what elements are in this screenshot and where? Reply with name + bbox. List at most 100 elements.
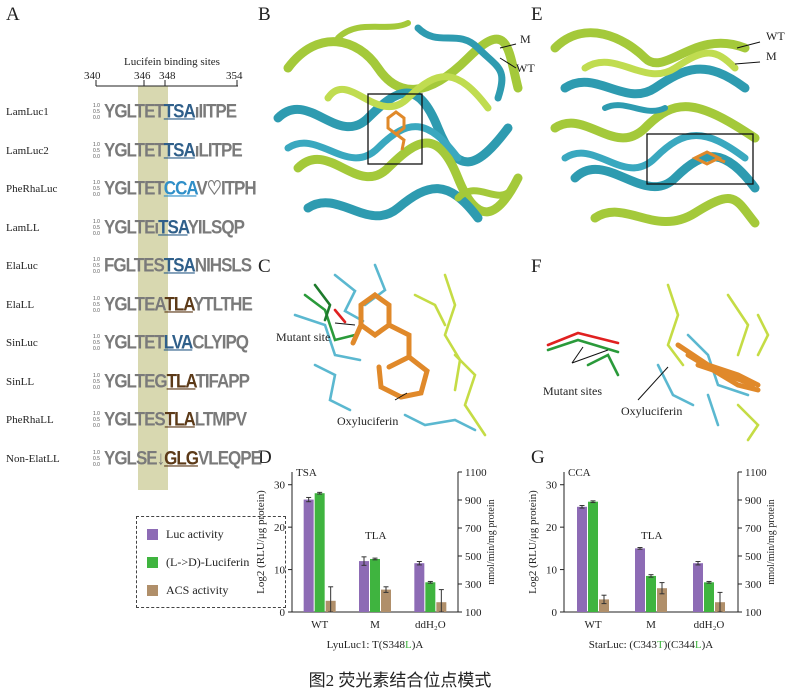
bar xyxy=(599,599,609,612)
y-tick-label-right: 500 xyxy=(465,551,482,563)
bar xyxy=(414,563,425,612)
seq-pre: YGLTEA xyxy=(104,292,165,315)
seq-pre: YGLTEG xyxy=(104,369,168,392)
alignment-sequence: YGLTETLVACLYIPQ xyxy=(104,331,249,354)
seq-pre: YGLSE↓ xyxy=(104,446,165,469)
pos-346: 346 xyxy=(134,70,151,82)
scale-tick: 0.5 xyxy=(93,186,100,192)
y-tick-label-left: 20 xyxy=(546,522,558,534)
alignment-row-label: ElaLL xyxy=(6,298,35,311)
panel-label-d: D xyxy=(258,447,272,468)
y-tick-label-right: 300 xyxy=(745,579,762,591)
x-tick-label: WT xyxy=(584,619,601,631)
alignment-row-label: LamLuc1 xyxy=(6,106,49,118)
seq-pre: YGLTEı xyxy=(104,215,159,238)
seq-post: VLEQPE xyxy=(197,446,262,469)
alignment-row-label: LamLL xyxy=(6,221,40,234)
bar xyxy=(646,575,656,612)
seq-pre: YGLTET xyxy=(104,177,165,199)
bar xyxy=(657,588,667,612)
y-tick-label-right: 700 xyxy=(465,523,482,535)
scale-tick: 0.0 xyxy=(93,384,100,391)
panel-f-oxyluciferin: Oxyluciferin xyxy=(621,404,683,418)
alignment-sequence: YGLSE↓GLGVLEQPE xyxy=(104,446,262,470)
panel-b-label-wt: WT xyxy=(516,61,535,75)
y-axis-label-right: nmol/min/mg protein xyxy=(766,499,777,584)
scale-tick: 1.0 xyxy=(93,218,100,225)
alignment-sequence: YGLTETTSAıIITPE xyxy=(104,100,237,123)
legend-swatch-acs xyxy=(147,584,158,596)
scale-tick: 0.5 xyxy=(93,301,100,308)
bar xyxy=(314,493,325,612)
y-tick-label-left: 0 xyxy=(552,607,558,619)
panel-label-g: G xyxy=(531,447,545,468)
x-axis-label: StarLuc: (C343T)(C344L)A xyxy=(589,639,713,651)
alignment-row-label: SinLuc xyxy=(6,337,38,349)
bar xyxy=(370,558,380,612)
alignment-axis xyxy=(95,80,238,490)
annotation-mid: TLA xyxy=(365,530,386,542)
alignment-row-label: PheRhaLL xyxy=(6,414,54,426)
legend-swatch-luc xyxy=(147,528,158,540)
seq-binding-site: TSA xyxy=(158,215,188,238)
panel-b-label-m: M xyxy=(520,32,531,46)
panel-c-oxyluciferin: Oxyluciferin xyxy=(337,414,399,428)
panel-e-label-wt: WT xyxy=(766,29,785,43)
bar xyxy=(425,582,436,612)
seq-post: ıIITPE xyxy=(194,100,237,122)
y-tick-label-right: 100 xyxy=(745,607,762,619)
scale-tick: 1.0 xyxy=(93,295,100,302)
panel-label-f: F xyxy=(531,256,542,277)
alignment-sequence: YGLTEGTLATIFAPP xyxy=(104,369,250,393)
y-tick-label-left: 0 xyxy=(280,607,286,619)
y-tick-label-left: 10 xyxy=(274,565,286,577)
scale-tick: 0.5 xyxy=(93,455,100,462)
seq-post: V♡ITPH xyxy=(196,177,256,199)
pos-354: 354 xyxy=(226,70,243,82)
x-tick-label: M xyxy=(646,619,656,631)
scale-tick: 0.5 xyxy=(93,340,100,346)
alignment-sequence: YGLTEATLAYTLTHE xyxy=(104,292,253,316)
y-tick-label-right: 900 xyxy=(465,495,482,507)
alignment-row-label: SinLL xyxy=(6,375,35,388)
annotation-top: TSA xyxy=(296,467,317,479)
scale-tick: 1.0 xyxy=(93,180,100,186)
chart-d: 0 10 20 30 100 300 500 700 900 1100 Log2 (RLU/μg p… xyxy=(256,467,497,651)
scale-tick: 0.0 xyxy=(93,423,100,429)
seq-binding-site: TSA xyxy=(163,138,196,161)
legend-swatch-luciferin xyxy=(147,556,158,568)
seq-pre: YGLTET xyxy=(104,331,165,353)
y-tick-label-right: 700 xyxy=(745,523,762,535)
scale-tick: 0.5 xyxy=(93,378,100,385)
seq-binding-site: TSA xyxy=(163,254,196,276)
panel-e-label-m: M xyxy=(766,49,777,63)
panel-c-mutant-site: Mutant site xyxy=(276,330,331,344)
panel-label-c: C xyxy=(258,256,271,277)
y-tick-label-left: 20 xyxy=(274,522,286,534)
seq-binding-site: TSA xyxy=(163,100,196,122)
bar xyxy=(704,582,714,612)
bar xyxy=(635,548,645,612)
y-axis-label-left: Log2 (RLU/μg protein) xyxy=(528,490,539,594)
y-axis-label-right: nmol/min/mg protein xyxy=(486,499,497,584)
scale-tick: 0.5 xyxy=(93,109,100,115)
y-tick-label-right: 100 xyxy=(465,607,482,619)
alignment-sequence: FGLTESTSANIHSLS xyxy=(104,254,252,277)
seq-binding-site: LVA xyxy=(163,331,194,353)
panel-b-structure xyxy=(273,20,523,223)
annotation-top: CCA xyxy=(568,467,591,479)
y-tick-label-right: 500 xyxy=(745,551,762,563)
scale-tick: 0.0 xyxy=(93,346,100,352)
panel-f-binding-site xyxy=(546,283,770,442)
panel-label-e: E xyxy=(531,4,543,25)
alignment-sequence: YGLTETTSAıLITPE xyxy=(104,138,243,162)
legend-item-luciferin: (L->D)-Luciferin xyxy=(147,554,249,570)
scale-tick: 0.0 xyxy=(93,230,100,237)
panel-c-binding-site xyxy=(293,263,487,437)
pos-348: 348 xyxy=(159,70,176,82)
scale-tick: 1.0 xyxy=(93,141,100,148)
alignment-row-label: ElaLuc xyxy=(6,260,38,272)
scale-tick: 0.5 xyxy=(93,147,100,154)
scale-tick: 0.0 xyxy=(93,307,100,314)
seq-post: ıLITPE xyxy=(194,138,243,161)
